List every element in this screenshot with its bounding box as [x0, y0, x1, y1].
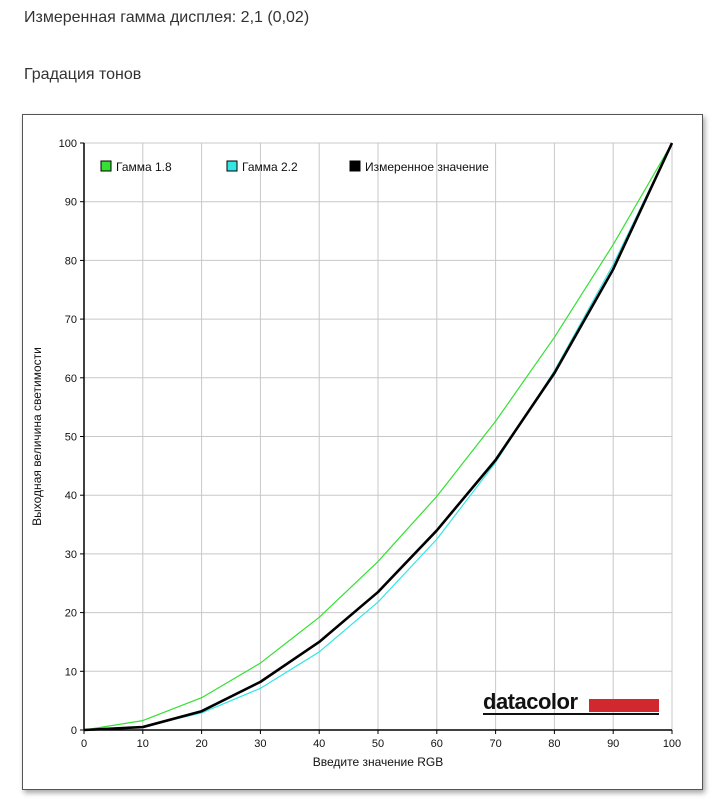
measured-gamma-text: Измеренная гамма дисплея: 2,1 (0,02) [24, 9, 310, 26]
x-tick-label: 40 [313, 738, 325, 750]
tone-gradation-chart: 0 10 20 30 40 50 60 70 80 90 100 0 10 20 30 40 50 60 70 80 9… [30, 138, 682, 769]
x-tick-label: 20 [195, 738, 207, 750]
logo-wordmark: datacolor [483, 689, 578, 714]
chart-grid [83, 142, 673, 731]
y-tick-label: 0 [71, 725, 77, 737]
series-line [83, 142, 673, 731]
legend-swatch [100, 160, 112, 172]
x-tick-label: 30 [254, 738, 266, 750]
legend-swatch [349, 160, 361, 172]
y-tick-label: 80 [65, 255, 77, 267]
y-tick-label: 50 [65, 432, 77, 444]
x-tick-label: 10 [137, 738, 149, 750]
x-tick-label: 90 [607, 738, 619, 750]
y-tick-label: 70 [65, 314, 77, 326]
x-tick-label: 70 [489, 738, 501, 750]
datacolor-logo: datacolor [483, 689, 659, 715]
chart-legend: Гамма 1.8 Гамма 2.2 Измеренное значение [100, 160, 489, 174]
x-tick-label: 60 [431, 738, 443, 750]
y-tick-label: 40 [65, 490, 77, 502]
chart-ticks: 0 10 20 30 40 50 60 70 80 90 100 0 10 20 30 40 50 60 70 80 9… [59, 138, 682, 750]
y-axis-label: Выходная величина светимости [30, 347, 44, 526]
chart-frame: 0 10 20 30 40 50 60 70 80 90 100 0 10 20 30 40 50 60 70 80 9… [22, 114, 703, 790]
legend-swatch [226, 160, 238, 172]
y-tick-label: 10 [65, 666, 77, 678]
y-tick-label: 60 [65, 373, 77, 385]
x-tick-label: 50 [372, 738, 384, 750]
y-tick-label: 20 [65, 608, 77, 620]
logo-underline [483, 713, 659, 715]
y-tick-label: 30 [65, 549, 77, 561]
y-tick-label: 90 [65, 197, 77, 209]
chart-lines [83, 142, 674, 732]
legend-entry: Измеренное значение [365, 160, 489, 174]
y-tick-label: 100 [59, 138, 77, 150]
x-tick-label: 100 [663, 738, 681, 750]
logo-red-bar [589, 699, 659, 712]
section-title: Градация тонов [24, 66, 142, 83]
x-axis-label: Введите значение RGB [313, 755, 444, 769]
legend-entry: Гамма 2.2 [242, 160, 298, 174]
x-tick-label: 80 [548, 738, 560, 750]
x-tick-label: 0 [81, 738, 87, 750]
series-line [83, 142, 674, 732]
legend-entry: Гамма 1.8 [116, 160, 172, 174]
